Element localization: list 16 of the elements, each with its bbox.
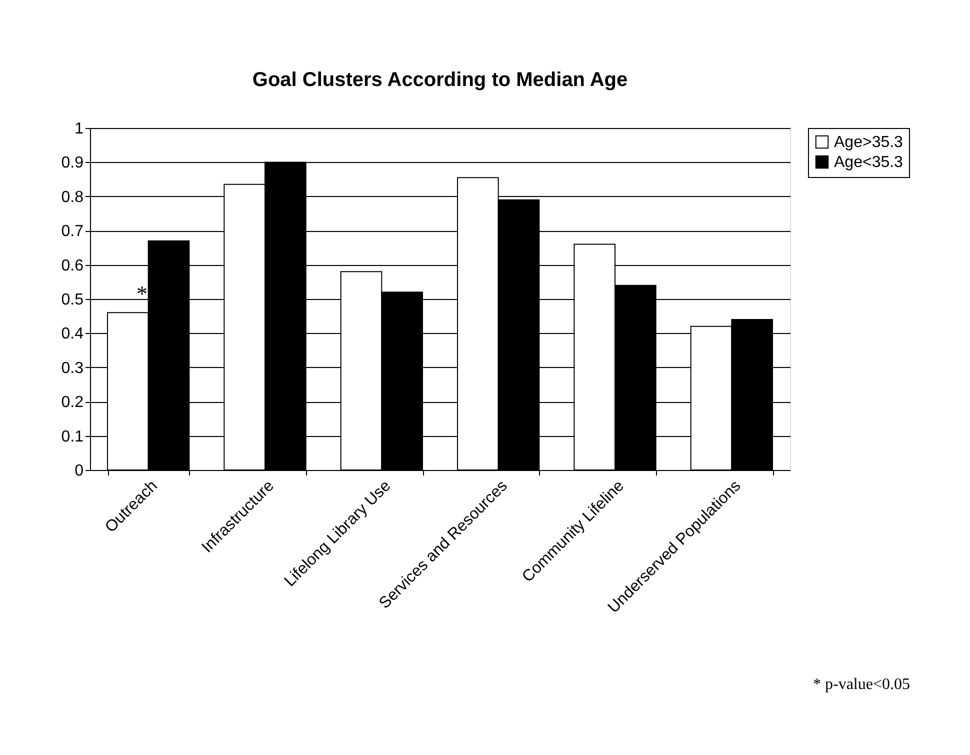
y-tick-label: 1	[74, 120, 84, 138]
y-tick-label: 0.1	[61, 428, 84, 446]
text: * p-value<0.05	[813, 676, 910, 693]
y-tick-label: 0.6	[61, 257, 84, 274]
y-tick-label: 0.7	[61, 223, 84, 240]
legend-label: Age<35.3	[834, 154, 904, 171]
y-tick-label: 0.2	[61, 394, 84, 412]
y-tick-label: 0.5	[61, 292, 84, 308]
y-tick-label: 0.8	[61, 188, 84, 206]
y-tick-label: 0.9	[61, 154, 84, 172]
chart-title: Goal Clusters According to Median Age	[252, 69, 628, 91]
annotation: *	[136, 281, 148, 306]
legend-label: Age>35.3	[834, 134, 904, 151]
y-tick-label: 0.4	[61, 326, 84, 343]
y-tick-label: 0.3	[61, 360, 84, 377]
y-tick-label: 0	[74, 462, 84, 480]
